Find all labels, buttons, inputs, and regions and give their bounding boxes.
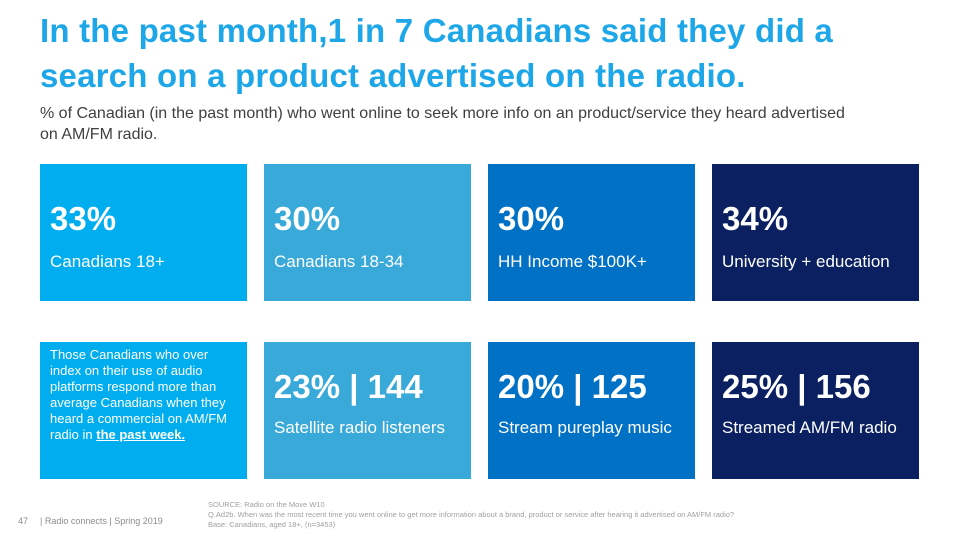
stat-card-satellite-radio: 23% | 144 Satellite radio listeners (264, 342, 471, 479)
stat-label: Canadians 18-34 (274, 252, 404, 271)
stat-card-university: 34% University + education (712, 164, 919, 301)
stat-label: Stream pureplay music (498, 418, 672, 437)
stat-label: Satellite radio listeners (274, 418, 446, 437)
footer-brand: | Radio connects | Spring 2019 (40, 516, 163, 526)
source-question: Q.Ad2b. When was the most recent time yo… (208, 510, 735, 519)
note-body: Those Canadians who over index on their … (50, 347, 228, 442)
stat-value: 30% (498, 200, 565, 237)
stat-value: 25% | 156 (722, 368, 871, 405)
stat-label: HH Income $100K+ (498, 252, 647, 271)
note-text: Those Canadians who over index on their … (50, 347, 240, 443)
source-base: Base: Canadians, aged 18+, (n=3453) (208, 520, 336, 529)
note-emphasis: the past week. (96, 427, 186, 442)
stat-value: 23% | 144 (274, 368, 423, 405)
stat-value: 34% (722, 200, 789, 237)
stat-card-hh-income: 30% HH Income $100K+ (488, 164, 695, 301)
page-subtitle: % of Canadian (in the past month) who we… (40, 105, 845, 143)
stat-card-stream-pureplay: 20% | 125 Stream pureplay music (488, 342, 695, 479)
stat-value: 30% (274, 200, 341, 237)
stat-card-canadians-18-34: 30% Canadians 18-34 (264, 164, 471, 301)
source-note: SOURCE: Radio on the Move W10 Q.Ad2b. Wh… (208, 500, 908, 530)
stat-card-streamed-amfm: 25% | 156 Streamed AM/FM radio (712, 342, 919, 479)
stat-card-canadians-18plus: 33% Canadians 18+ (40, 164, 247, 301)
stat-label: Streamed AM/FM radio (722, 418, 897, 437)
stat-value: 33% (50, 200, 117, 237)
page-number: 47 (18, 516, 29, 526)
stat-label: Canadians 18+ (50, 252, 165, 271)
source-line: SOURCE: Radio on the Move W10 (208, 500, 325, 509)
note-card: Those Canadians who over index on their … (40, 342, 247, 479)
stat-label: University + education (722, 252, 890, 271)
stat-value: 20% | 125 (498, 368, 647, 405)
page-title: In the past month,1 in 7 Canadians said … (40, 12, 833, 94)
